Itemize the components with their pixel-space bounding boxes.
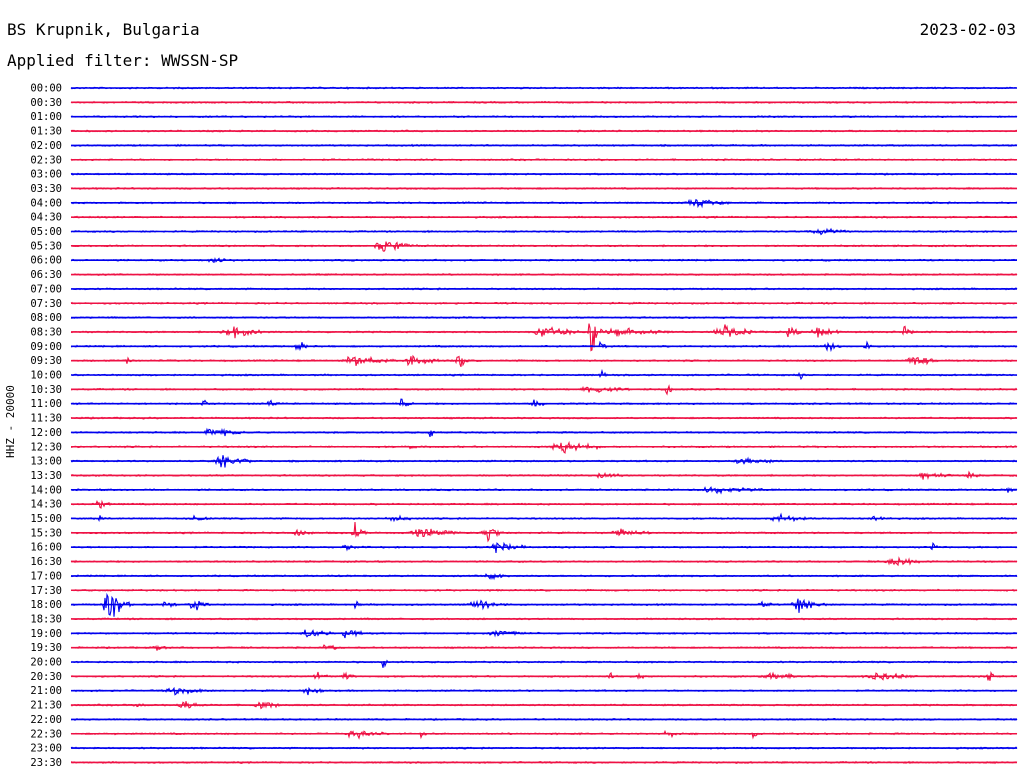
row-time-label: 15:00 <box>30 513 62 525</box>
trace-line <box>71 686 1018 696</box>
row-time-label: 09:30 <box>30 355 62 367</box>
trace-line <box>70 541 1018 553</box>
row-time-label: 16:00 <box>30 542 62 554</box>
row-time-label: 04:00 <box>30 197 62 209</box>
row-time-label: 20:00 <box>30 657 62 669</box>
row-time-label: 14:30 <box>30 499 62 511</box>
row-time-label: 22:30 <box>30 728 62 740</box>
row-time-label: 21:00 <box>30 685 62 697</box>
row-time-label: 16:30 <box>30 556 62 568</box>
row-time-label: 13:30 <box>30 470 62 482</box>
row-time-label: 04:30 <box>30 212 62 224</box>
row-time-label: 20:30 <box>30 671 62 683</box>
trace-line <box>70 398 1018 407</box>
trace-line <box>70 592 1018 617</box>
trace-line <box>71 522 1018 543</box>
trace-line <box>70 440 1018 454</box>
row-time-label: 12:30 <box>30 441 62 453</box>
station-title: BS Krupnik, Bulgaria <box>7 20 200 39</box>
row-time-label: 19:30 <box>30 642 62 654</box>
row-time-label: 03:00 <box>30 169 62 181</box>
row-time-label: 19:00 <box>30 628 62 640</box>
row-time-label: 10:30 <box>30 384 62 396</box>
row-time-label: 18:30 <box>30 613 62 625</box>
row-time-label: 17:00 <box>30 570 62 582</box>
trace-line <box>70 512 1018 523</box>
row-time-label: 11:30 <box>30 413 62 425</box>
row-time-label: 01:30 <box>30 126 62 138</box>
filter-label: Applied filter: WWSSN-SP <box>7 51 239 70</box>
row-time-label: 23:30 <box>30 757 62 769</box>
row-time-label: 00:30 <box>30 97 62 109</box>
row-time-label: 05:30 <box>30 240 62 252</box>
row-time-label: 18:00 <box>30 599 62 611</box>
row-time-label: 10:00 <box>30 370 62 382</box>
row-time-label: 14:00 <box>30 484 62 496</box>
row-time-label: 09:00 <box>30 341 62 353</box>
row-time-label: 22:00 <box>30 714 62 726</box>
row-time-label: 11:00 <box>30 398 62 410</box>
row-time-label: 13:00 <box>30 456 62 468</box>
row-time-label: 08:00 <box>30 312 62 324</box>
row-time-label: 05:00 <box>30 226 62 238</box>
row-time-label: 21:30 <box>30 700 62 712</box>
row-time-label: 17:30 <box>30 585 62 597</box>
row-time-label: 12:00 <box>30 427 62 439</box>
row-time-label: 07:30 <box>30 298 62 310</box>
row-time-label: 23:00 <box>30 743 62 755</box>
trace-line <box>71 354 1018 367</box>
row-time-label: 08:30 <box>30 326 62 338</box>
row-time-label: 15:30 <box>30 527 62 539</box>
row-time-label: 00:00 <box>30 83 62 95</box>
row-time-label: 02:30 <box>30 154 62 166</box>
date-label: 2023-02-03 <box>919 20 1016 39</box>
trace-line <box>70 729 1018 740</box>
row-time-label: 03:30 <box>30 183 62 195</box>
row-time-label: 06:00 <box>30 255 62 267</box>
row-time-label: 02:00 <box>30 140 62 152</box>
row-time-label: 01:00 <box>30 111 62 123</box>
row-time-label: 07:00 <box>30 283 62 295</box>
row-time-label: 06:30 <box>30 269 62 281</box>
